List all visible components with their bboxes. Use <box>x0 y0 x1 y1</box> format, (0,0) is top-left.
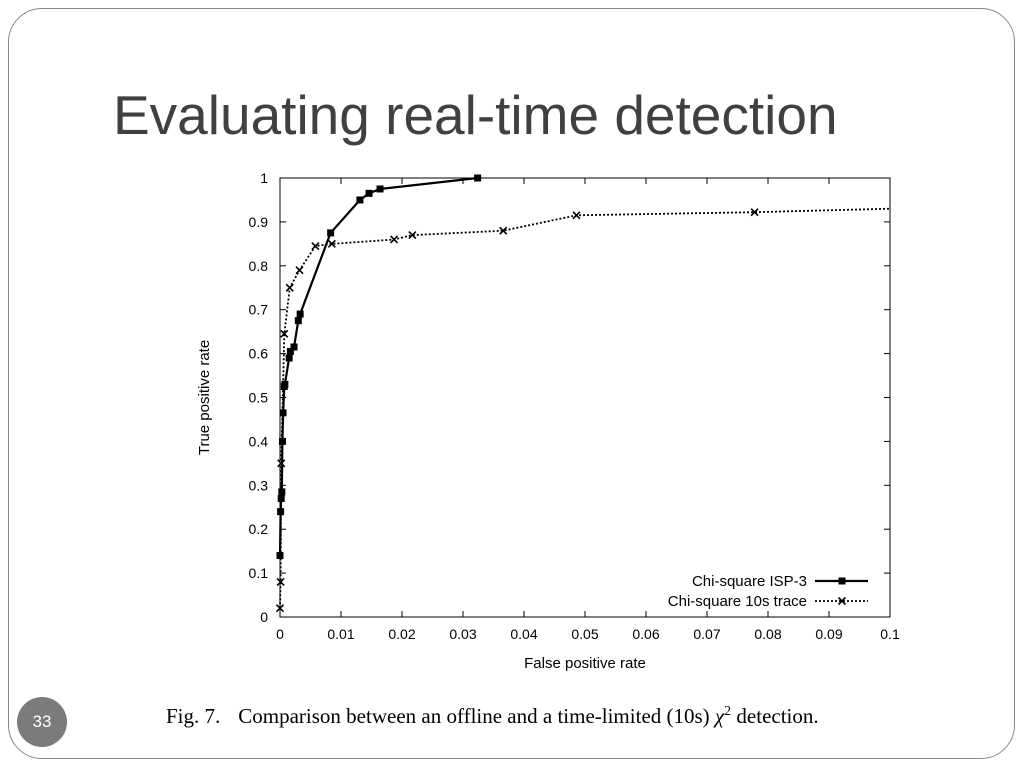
y-tick-label: 0.6 <box>249 346 269 362</box>
series-1-point <box>327 229 335 237</box>
chi-symbol: χ <box>714 704 725 728</box>
y-tick-label: 0.8 <box>249 258 269 274</box>
x-tick-label: 0.01 <box>327 626 354 642</box>
series-1-point <box>474 174 482 182</box>
x-tick-label: 0.08 <box>754 626 781 642</box>
x-tick-label: 0.04 <box>510 626 537 642</box>
x-tick-label: 0.09 <box>815 626 842 642</box>
series-2-point <box>276 577 285 586</box>
y-tick-label: 0 <box>260 609 268 625</box>
series-line-1 <box>278 176 478 556</box>
y-tick-label: 0.2 <box>249 521 269 537</box>
legend-marker-1 <box>838 577 846 585</box>
y-axis-title: True positive rate <box>196 340 213 455</box>
series-line-2 <box>279 207 891 609</box>
series-2-point <box>280 329 289 338</box>
legend-label-2: Chi-square 10s trace <box>668 593 807 610</box>
series-2-point <box>295 266 304 275</box>
y-tick-label: 0.3 <box>249 477 269 493</box>
series-1-point <box>365 189 373 197</box>
slide-frame <box>8 8 1015 759</box>
series-2-point <box>311 241 320 251</box>
series-1-point <box>279 409 287 417</box>
x-tick-label: 0.06 <box>632 626 659 642</box>
x-tick-label: 0.05 <box>571 626 598 642</box>
series-1-point <box>296 310 304 318</box>
series-2-point <box>750 208 759 217</box>
x-tick-label: 0.1 <box>880 626 900 642</box>
series-2-point <box>327 239 336 248</box>
x-axis-title: False positive rate <box>524 655 646 672</box>
plot-frame <box>279 177 891 618</box>
x-tick-label: 0.02 <box>388 626 415 642</box>
y-tick-label: 0.9 <box>249 214 269 230</box>
y-tick-label: 0.5 <box>249 390 269 406</box>
x-tick-label: 0.07 <box>693 626 720 642</box>
slide-title: Evaluating real-time detection <box>113 84 838 146</box>
series-2-point <box>275 604 285 613</box>
y-tick-label: 0.7 <box>249 302 269 318</box>
series-2-point <box>390 235 399 244</box>
series-1-point <box>278 437 286 445</box>
series-2-point <box>572 211 581 220</box>
x-tick-label: 0 <box>276 626 284 642</box>
x-tick-label: 0.03 <box>449 626 476 642</box>
y-tick-label: 0.1 <box>249 565 269 581</box>
caption-label: Fig. 7. <box>166 704 221 728</box>
series-2-point <box>285 283 294 292</box>
series-2-point <box>277 459 286 468</box>
legend-marker-2 <box>837 596 847 606</box>
page-number-badge: 33 <box>17 697 67 747</box>
y-tick-label: 1 <box>260 170 268 186</box>
series-1-point <box>281 380 289 388</box>
figure-caption: Fig. 7. Comparison between an offline and… <box>166 704 819 729</box>
caption-text-before: Comparison between an offline and a time… <box>238 704 710 728</box>
series-2-point <box>408 231 417 240</box>
chi-superscript: 2 <box>724 704 732 719</box>
caption-text-after: detection. <box>736 704 819 728</box>
series-1-point <box>376 185 384 193</box>
y-tick-label: 0.4 <box>249 433 269 449</box>
series-2-point <box>499 226 508 235</box>
series-1-point <box>286 347 294 355</box>
series-1-point <box>290 343 298 351</box>
series-1-point <box>285 354 293 362</box>
legend-label-1: Chi-square ISP-3 <box>692 573 807 590</box>
series-1-point <box>294 317 302 325</box>
series-1-point <box>356 196 364 204</box>
